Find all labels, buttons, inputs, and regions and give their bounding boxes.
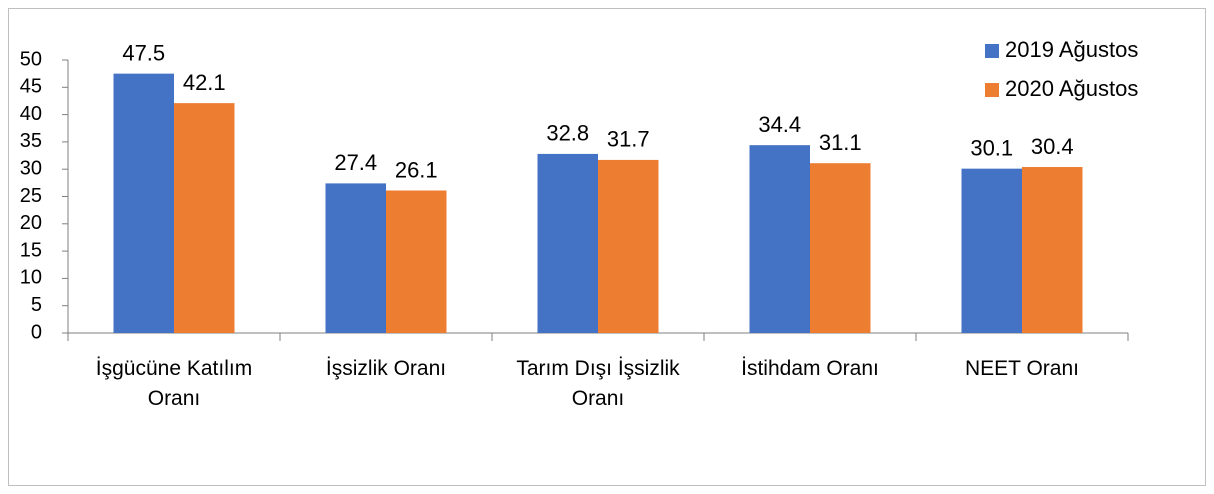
y-tick-label: 10 — [20, 267, 42, 289]
y-tick-label: 5 — [31, 294, 42, 316]
data-label: 26.1 — [395, 157, 438, 182]
y-tick-label: 50 — [20, 48, 42, 70]
data-label: 47.5 — [122, 40, 165, 65]
x-tick-label: İşsizlik Oranı — [325, 357, 447, 380]
x-tick-label: NEET Oranı — [965, 357, 1079, 380]
y-tick-label: 0 — [31, 321, 42, 343]
data-label: 31.7 — [607, 127, 650, 152]
bar — [113, 73, 174, 334]
y-tick-label: 40 — [20, 103, 42, 125]
y-tick-label: 20 — [20, 212, 42, 234]
bar — [810, 163, 871, 333]
legend-label: 2019 Ağustos — [1005, 37, 1138, 62]
bar — [1022, 167, 1083, 333]
data-label: 27.4 — [334, 150, 377, 175]
x-tick-label: Tarım Dışı İşsizlik Oranı — [516, 357, 680, 410]
legend-swatch — [985, 83, 999, 97]
bar — [961, 168, 1022, 333]
data-label: 31.1 — [819, 130, 862, 155]
data-label: 32.8 — [546, 121, 589, 146]
data-label: 42.1 — [183, 70, 226, 95]
data-label: 34.4 — [758, 112, 801, 137]
bar — [749, 145, 810, 333]
bar — [598, 159, 659, 333]
x-tick-label: İstihdam Oranı — [741, 357, 879, 380]
data-label: 30.4 — [1031, 134, 1074, 159]
bar — [325, 183, 386, 333]
x-tick-label: İşgücüne Katılım Oranı — [95, 357, 253, 410]
y-tick-label: 15 — [20, 239, 42, 261]
legend-swatch — [985, 44, 999, 58]
bar — [386, 190, 447, 333]
legend-label: 2020 Ağustos — [1005, 76, 1138, 101]
y-tick-label: 45 — [20, 76, 42, 98]
y-tick-label: 25 — [20, 185, 42, 207]
y-tick-label: 30 — [20, 157, 42, 179]
bar — [537, 153, 598, 333]
y-tick-label: 35 — [20, 130, 42, 152]
chart-frame — [8, 8, 1206, 486]
data-label: 30.1 — [970, 135, 1013, 160]
bar — [174, 103, 235, 333]
